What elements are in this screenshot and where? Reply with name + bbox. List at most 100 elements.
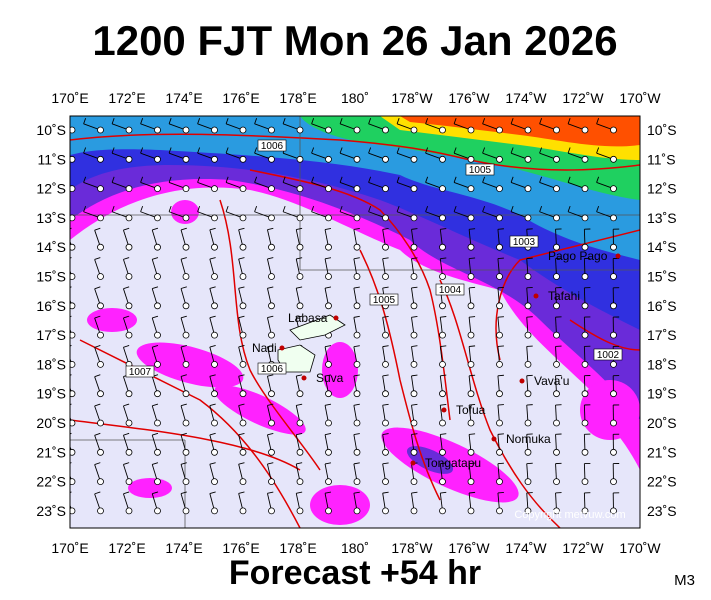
- barb-station: [353, 448, 361, 456]
- barb-flag: [197, 147, 201, 154]
- barb-station: [325, 360, 332, 368]
- barb-station: [268, 302, 275, 310]
- barb-station: [182, 273, 190, 280]
- barb-station: [97, 478, 104, 486]
- barb-flag: [152, 432, 159, 436]
- barb-station: [70, 185, 76, 192]
- lon-label: 178˚E: [279, 90, 316, 106]
- isobar-label: 1004: [439, 285, 462, 296]
- barb-station: [211, 243, 218, 251]
- barb-station: [239, 302, 247, 310]
- barb-station: [382, 360, 389, 368]
- barb-flag: [296, 315, 303, 318]
- barb-flag: [197, 205, 201, 212]
- barb-flag: [411, 374, 418, 377]
- barb-flag: [353, 374, 360, 377]
- barb-flag: [497, 374, 504, 377]
- barb-station: [154, 448, 161, 456]
- copyright: Copyright metvuw.com: [514, 509, 625, 521]
- barb-station: [353, 214, 361, 222]
- barb-flag: [238, 286, 245, 289]
- barb-flag: [267, 227, 274, 231]
- lon-label: 172˚W: [562, 540, 604, 556]
- map-area: [70, 116, 640, 528]
- lon-label: 178˚W: [391, 90, 433, 106]
- place-dot: [279, 345, 285, 351]
- barb-flag: [510, 118, 514, 124]
- barb-station: [154, 360, 161, 368]
- barb-station: [268, 214, 275, 222]
- barb-flag: [180, 227, 187, 231]
- barb-flag: [539, 118, 543, 124]
- barb-flag: [70, 257, 72, 259]
- barb-station: [610, 302, 617, 310]
- barb-flag: [238, 345, 245, 348]
- lon-label: 170˚W: [619, 540, 661, 556]
- barb-flag: [238, 374, 245, 377]
- barb-station: [97, 243, 104, 251]
- barb-flag: [238, 257, 245, 260]
- barb-station: [125, 185, 133, 193]
- barb-flag: [111, 118, 115, 124]
- barb-station: [581, 448, 589, 456]
- lon-label: 170˚E: [51, 540, 88, 556]
- barb-flag: [70, 345, 72, 347]
- barb-flag: [353, 345, 360, 348]
- barb-station: [581, 360, 589, 368]
- barb-station: [182, 360, 190, 368]
- barb-flag: [311, 118, 315, 124]
- barb-station: [325, 390, 332, 398]
- barb-flag: [168, 118, 172, 124]
- place-dot: [491, 436, 497, 442]
- barb-station: [268, 390, 275, 398]
- barb-flag: [70, 462, 72, 464]
- barb-flag: [324, 286, 332, 289]
- barb-station: [496, 507, 503, 515]
- barb-station: [524, 390, 532, 398]
- lon-label: 172˚W: [562, 90, 604, 106]
- barb-station: [182, 478, 190, 486]
- barb-flag: [296, 403, 303, 406]
- barb-station: [268, 155, 275, 163]
- barb-flag: [567, 147, 571, 154]
- barb-station: [610, 155, 617, 163]
- barb-flag: [482, 118, 486, 124]
- barb-flag: [70, 403, 72, 406]
- barb-station: [154, 155, 161, 163]
- barb-flag: [425, 176, 429, 183]
- barb-station: [410, 185, 418, 193]
- place-label: Tofua: [456, 403, 486, 417]
- barb-station: [439, 126, 446, 134]
- barb-station: [353, 419, 361, 427]
- barb-flag: [469, 345, 476, 347]
- barb-flag: [180, 257, 187, 260]
- barb-station: [610, 419, 617, 427]
- labels: 170˚E 170˚E 172˚E 172˚E 174˚E 174˚E 176˚E 176˚E…: [36, 90, 676, 556]
- barb-flag: [497, 228, 504, 230]
- barb-flag: [567, 205, 571, 212]
- barb-flag: [123, 462, 130, 465]
- barb-station: [410, 126, 418, 134]
- barb-station: [610, 214, 617, 222]
- barb-flag: [209, 374, 216, 377]
- barb-station: [182, 126, 190, 134]
- barb-flag: [83, 176, 87, 183]
- barb-station: [97, 214, 104, 222]
- barb-flag: [123, 286, 130, 290]
- barb-station: [610, 331, 617, 339]
- lat-label: 18˚S: [647, 356, 677, 372]
- barb-flag: [152, 227, 159, 231]
- lat-label: 13˚S: [36, 210, 66, 226]
- barb-flag: [539, 205, 543, 212]
- barb-flag: [267, 345, 274, 348]
- barb-station: [239, 214, 247, 222]
- barb-flag: [311, 176, 315, 183]
- barb-flag: [382, 374, 389, 377]
- barb-station: [325, 185, 332, 193]
- barb-flag: [497, 345, 504, 347]
- barb-station: [70, 507, 76, 515]
- lat-label: 21˚S: [36, 444, 66, 460]
- lon-label: 178˚W: [391, 540, 433, 556]
- barb-station: [496, 214, 503, 222]
- lat-label: 16˚S: [36, 298, 66, 314]
